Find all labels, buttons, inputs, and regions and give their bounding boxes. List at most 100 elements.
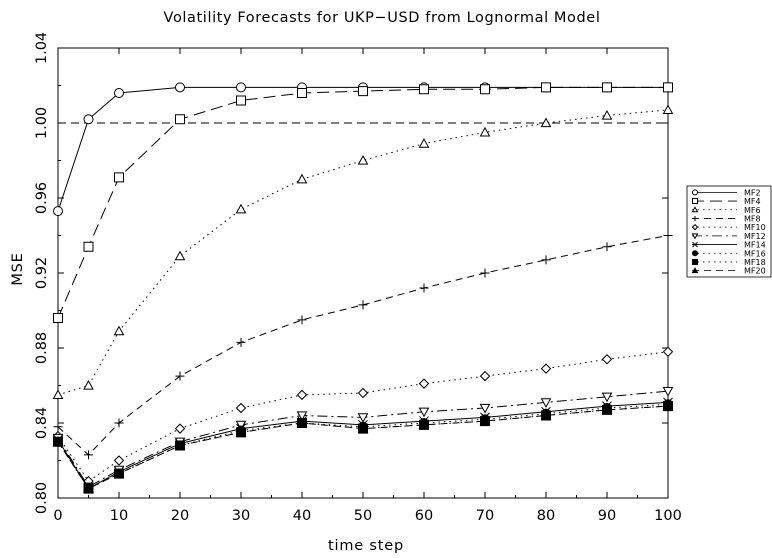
legend-label: MF14	[744, 241, 766, 250]
x-tick-label: 80	[537, 508, 555, 524]
legend-marker	[692, 189, 698, 196]
legend-marker	[692, 198, 698, 205]
data-point	[662, 400, 674, 411]
data-point	[662, 346, 674, 357]
series-mf4	[53, 82, 673, 323]
data-point	[174, 423, 186, 434]
data-point	[662, 104, 674, 114]
data-point	[296, 417, 308, 428]
x-tick-label: 50	[354, 508, 372, 524]
legend-label: MF12	[744, 232, 766, 241]
data-point	[53, 206, 63, 217]
legend-label: MF16	[744, 249, 766, 258]
data-point	[540, 117, 552, 128]
data-point	[296, 389, 308, 401]
legend-marker	[692, 215, 698, 221]
series-mf10	[52, 346, 674, 487]
series-line	[57, 109, 669, 396]
x-tick-label: 70	[476, 508, 494, 524]
data-point	[52, 436, 64, 446]
y-tick-label: 0.96	[34, 182, 50, 214]
data-point	[419, 283, 429, 293]
data-point	[357, 423, 369, 433]
data-point	[83, 483, 94, 493]
data-point	[662, 387, 674, 397]
x-tick-label: 0	[53, 508, 62, 524]
legend-label: MF18	[744, 258, 766, 267]
data-point	[601, 404, 613, 414]
data-point	[479, 403, 491, 414]
data-point	[541, 255, 551, 265]
y-tick-label: 1.04	[34, 32, 50, 64]
data-point	[541, 82, 551, 93]
series-mf8	[53, 231, 673, 460]
series-line	[57, 401, 669, 490]
y-tick-label: 0.88	[34, 332, 50, 364]
data-point	[601, 109, 613, 120]
legend-label: MF4	[744, 197, 761, 206]
data-point	[480, 268, 490, 278]
data-point	[663, 82, 673, 93]
x-axis: 0 10 20 30 40 50 60 70 80 90 100	[53, 48, 682, 524]
data-point	[297, 88, 307, 98]
legend-label: MF2	[744, 188, 761, 197]
data-point	[357, 387, 369, 399]
data-point	[663, 231, 673, 240]
data-point	[175, 82, 185, 93]
data-point	[418, 419, 430, 429]
legend-label: MF10	[744, 223, 766, 232]
data-point	[52, 389, 64, 399]
legend-marker	[692, 250, 698, 257]
legend-marker	[691, 233, 699, 240]
series-mf14	[53, 397, 673, 494]
legend-marker	[691, 267, 699, 274]
x-axis-label: time step	[328, 538, 404, 554]
chart-title: Volatility Forecasts for UKP−USD from Lo…	[164, 10, 601, 26]
data-point	[113, 468, 125, 478]
series-line	[57, 235, 669, 456]
data-point	[236, 95, 246, 106]
data-point	[174, 250, 186, 261]
data-point	[418, 138, 430, 148]
series-layer	[52, 82, 674, 494]
data-point	[419, 84, 429, 95]
y-tick-label: 0.80	[34, 482, 50, 514]
data-point	[114, 88, 124, 98]
legend-marker	[692, 258, 698, 265]
x-tick-label: 30	[232, 508, 250, 524]
x-tick-label: 100	[654, 508, 682, 524]
x-tick-label: 20	[171, 508, 189, 524]
data-point	[357, 154, 369, 165]
data-point	[235, 203, 247, 214]
data-point	[53, 422, 63, 432]
data-point	[83, 114, 94, 125]
data-point	[236, 337, 246, 347]
data-point	[480, 84, 490, 95]
legend-marker	[691, 206, 699, 213]
data-point	[235, 420, 247, 431]
data-point	[358, 300, 368, 310]
data-point	[540, 363, 552, 374]
x-tick-label: 10	[110, 508, 128, 524]
data-point	[602, 82, 612, 93]
series-line	[57, 390, 669, 488]
y-tick-label: 0.84	[34, 407, 50, 439]
data-point	[83, 241, 94, 252]
data-point	[113, 325, 125, 336]
data-point	[602, 242, 612, 252]
series-line	[57, 86, 668, 319]
data-point	[53, 313, 63, 323]
legend-marker	[692, 241, 698, 248]
data-point	[83, 379, 94, 390]
data-point	[235, 426, 247, 437]
data-point	[540, 398, 552, 408]
legend-label: MF20	[744, 267, 766, 276]
data-point	[296, 411, 308, 422]
data-point	[540, 409, 552, 420]
legend-label: MF8	[744, 214, 761, 223]
series-line	[57, 405, 669, 490]
y-axis-label: MSE	[10, 252, 26, 285]
data-point	[296, 173, 308, 184]
